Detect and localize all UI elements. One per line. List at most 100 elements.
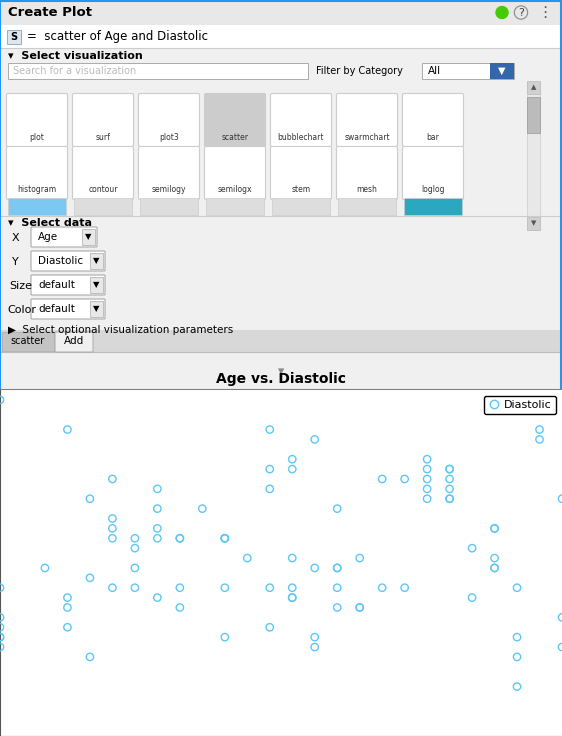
Text: loglog: loglog <box>422 185 445 194</box>
FancyBboxPatch shape <box>72 93 134 146</box>
Text: Size: Size <box>9 281 32 291</box>
FancyBboxPatch shape <box>72 146 134 199</box>
Point <box>40 562 49 574</box>
Point <box>108 532 117 544</box>
Point <box>400 582 409 594</box>
Point <box>423 473 432 485</box>
Point <box>378 473 387 485</box>
Point <box>265 463 274 475</box>
Bar <box>82 229 95 245</box>
Title: Age vs. Diastolic: Age vs. Diastolic <box>216 372 346 386</box>
Bar <box>90 301 103 317</box>
FancyBboxPatch shape <box>337 93 397 146</box>
Point <box>0 394 4 406</box>
Point <box>85 651 94 663</box>
Point <box>288 582 297 594</box>
Point <box>175 532 184 544</box>
Point <box>63 621 72 633</box>
Point <box>220 631 229 643</box>
Text: plot: plot <box>30 132 44 141</box>
Text: scatter: scatter <box>221 132 248 141</box>
Text: ?: ? <box>518 7 524 18</box>
Point <box>108 513 117 525</box>
Text: ▼: ▼ <box>93 280 99 289</box>
Point <box>445 463 454 475</box>
Point <box>243 552 252 564</box>
Point <box>288 552 297 564</box>
Text: X: X <box>12 233 20 243</box>
Point <box>153 532 162 544</box>
Point <box>423 493 432 505</box>
Point <box>468 592 477 604</box>
Text: Diastolic: Diastolic <box>38 256 83 266</box>
Point <box>220 532 229 544</box>
Text: stem: stem <box>292 185 311 194</box>
Point <box>130 532 139 544</box>
Bar <box>8 198 66 215</box>
Bar <box>206 198 264 215</box>
Point <box>333 601 342 613</box>
FancyBboxPatch shape <box>55 332 93 352</box>
Point <box>558 493 562 505</box>
Text: swarmchart: swarmchart <box>344 132 390 141</box>
Text: histogram: histogram <box>17 185 57 194</box>
Point <box>108 473 117 485</box>
Bar <box>7 30 21 44</box>
FancyBboxPatch shape <box>402 146 464 199</box>
Point <box>0 631 4 643</box>
FancyBboxPatch shape <box>270 146 332 199</box>
Legend: Diastolic: Diastolic <box>484 395 556 414</box>
Point <box>220 582 229 594</box>
Point <box>535 434 544 445</box>
Text: ⋮: ⋮ <box>537 5 552 20</box>
Bar <box>0 0 562 25</box>
FancyBboxPatch shape <box>138 93 200 146</box>
Point <box>108 523 117 534</box>
Text: semilogx: semilogx <box>217 185 252 194</box>
Point <box>265 621 274 633</box>
Point <box>445 483 454 495</box>
Point <box>288 592 297 604</box>
Bar <box>490 63 514 79</box>
Text: Y: Y <box>12 257 19 267</box>
Point <box>85 572 94 584</box>
Bar <box>74 198 132 215</box>
Point <box>355 601 364 613</box>
Point <box>63 424 72 436</box>
Point <box>0 612 4 623</box>
Point <box>130 562 139 574</box>
Point <box>265 582 274 594</box>
Bar <box>404 198 462 215</box>
Point <box>490 562 499 574</box>
Point <box>310 434 319 445</box>
Text: ▲: ▲ <box>531 85 536 91</box>
Bar <box>140 198 198 215</box>
Point <box>445 493 454 505</box>
Text: ▾  Select visualization: ▾ Select visualization <box>8 51 143 61</box>
FancyBboxPatch shape <box>270 93 332 146</box>
Text: ▾  Select data: ▾ Select data <box>8 218 92 228</box>
Text: S: S <box>11 32 17 41</box>
Point <box>63 592 72 604</box>
Text: Create Plot: Create Plot <box>8 6 92 19</box>
Point <box>265 483 274 495</box>
Point <box>333 582 342 594</box>
Point <box>175 532 184 544</box>
Point <box>355 601 364 613</box>
FancyBboxPatch shape <box>31 299 105 319</box>
Text: All: All <box>428 66 441 76</box>
Point <box>175 582 184 594</box>
Point <box>558 641 562 653</box>
Bar <box>90 277 103 293</box>
Point <box>310 631 319 643</box>
Text: Add: Add <box>64 336 84 347</box>
Text: semilogy: semilogy <box>152 185 186 194</box>
Point <box>310 641 319 653</box>
Text: ▼: ▼ <box>531 221 536 227</box>
Text: ▼: ▼ <box>498 66 506 76</box>
Circle shape <box>496 7 508 18</box>
Point <box>445 473 454 485</box>
Point <box>333 562 342 574</box>
Point <box>0 621 4 633</box>
Point <box>220 532 229 544</box>
